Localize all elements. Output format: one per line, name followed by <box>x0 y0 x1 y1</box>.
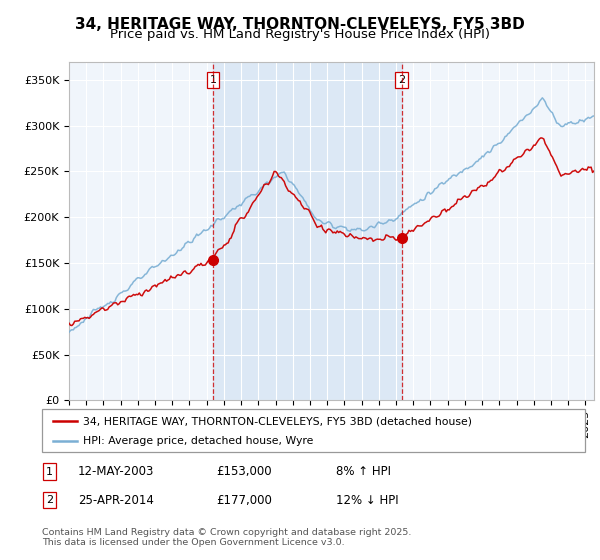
Text: 8% ↑ HPI: 8% ↑ HPI <box>336 465 391 478</box>
Text: 25-APR-2014: 25-APR-2014 <box>78 493 154 507</box>
Text: 1: 1 <box>209 75 217 85</box>
Text: 12% ↓ HPI: 12% ↓ HPI <box>336 493 398 507</box>
Bar <box>213 62 401 400</box>
Text: 34, HERITAGE WAY, THORNTON-CLEVELEYS, FY5 3BD: 34, HERITAGE WAY, THORNTON-CLEVELEYS, FY… <box>75 17 525 32</box>
Text: 2: 2 <box>398 75 405 85</box>
Text: £177,000: £177,000 <box>216 493 272 507</box>
Text: HPI: Average price, detached house, Wyre: HPI: Average price, detached house, Wyre <box>83 436 313 446</box>
Text: 1: 1 <box>46 466 53 477</box>
Text: 2: 2 <box>46 495 53 505</box>
Text: Price paid vs. HM Land Registry's House Price Index (HPI): Price paid vs. HM Land Registry's House … <box>110 28 490 41</box>
Text: Contains HM Land Registry data © Crown copyright and database right 2025.
This d: Contains HM Land Registry data © Crown c… <box>42 528 412 548</box>
Text: 34, HERITAGE WAY, THORNTON-CLEVELEYS, FY5 3BD (detached house): 34, HERITAGE WAY, THORNTON-CLEVELEYS, FY… <box>83 416 472 426</box>
Text: £153,000: £153,000 <box>216 465 272 478</box>
FancyBboxPatch shape <box>42 409 585 452</box>
Text: 12-MAY-2003: 12-MAY-2003 <box>78 465 154 478</box>
